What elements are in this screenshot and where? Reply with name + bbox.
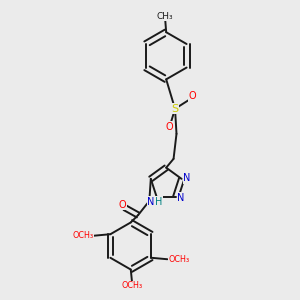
- Text: N: N: [183, 173, 190, 183]
- Text: N: N: [177, 193, 185, 202]
- Text: O: O: [165, 122, 173, 132]
- Text: H: H: [155, 197, 162, 207]
- Text: S: S: [172, 104, 178, 114]
- Text: OCH₃: OCH₃: [168, 255, 189, 264]
- Text: N: N: [147, 197, 155, 207]
- Text: S: S: [152, 196, 158, 206]
- Text: O: O: [188, 91, 196, 101]
- Text: OCH₃: OCH₃: [122, 281, 143, 290]
- Text: O: O: [119, 200, 126, 210]
- Text: OCH₃: OCH₃: [72, 231, 93, 240]
- Text: CH₃: CH₃: [156, 11, 173, 20]
